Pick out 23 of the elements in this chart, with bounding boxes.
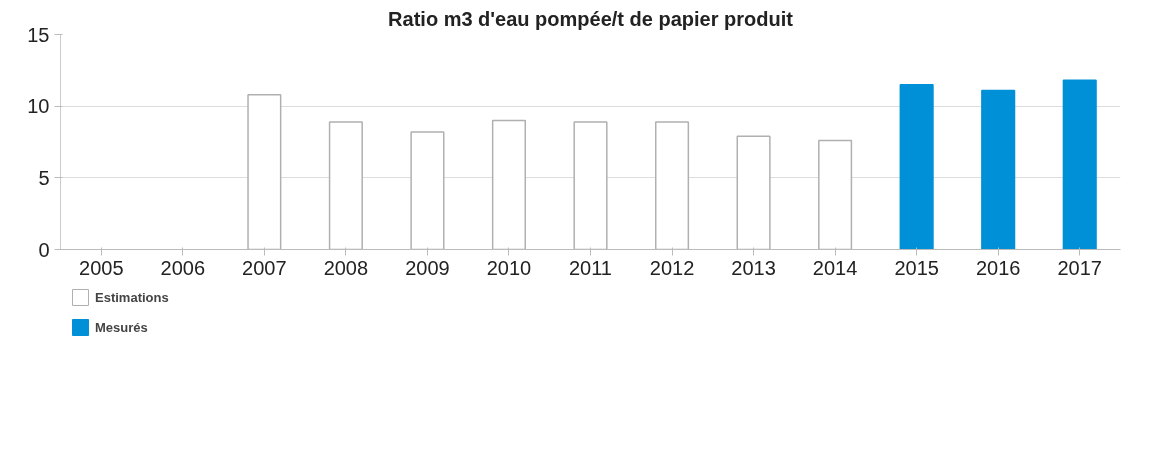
bar: [899, 83, 934, 250]
x-tick-label: 2013: [731, 256, 776, 279]
x-tick-label: 2008: [323, 256, 369, 279]
x-tick-label: 2014: [812, 256, 858, 279]
y-tick-label: 10: [27, 95, 50, 118]
x-tick-label: 2011: [569, 256, 613, 279]
bar: [981, 89, 1016, 250]
x-tick-label: 2010: [486, 256, 532, 279]
chart-title: Ratio m3 d'eau pompée/t de papier produit: [388, 7, 794, 30]
y-tick-label: 0: [38, 238, 50, 261]
legend-label: Estimations: [95, 289, 169, 305]
x-tick-label: 2012: [649, 256, 695, 279]
legend-label: Mesurés: [95, 319, 148, 335]
x-tick-label: 2009: [405, 256, 450, 279]
y-tick-label: 15: [27, 23, 50, 46]
x-tick-label: 2017: [1057, 256, 1102, 279]
x-tick-label: 2005: [79, 256, 124, 279]
x-tick-label: 2015: [894, 256, 939, 279]
x-tick-label: 2006: [160, 256, 206, 279]
bar: [1062, 79, 1097, 250]
y-tick-label: 5: [38, 166, 50, 189]
x-tick-label: 2007: [242, 256, 287, 279]
x-tick-label: 2016: [975, 256, 1021, 279]
